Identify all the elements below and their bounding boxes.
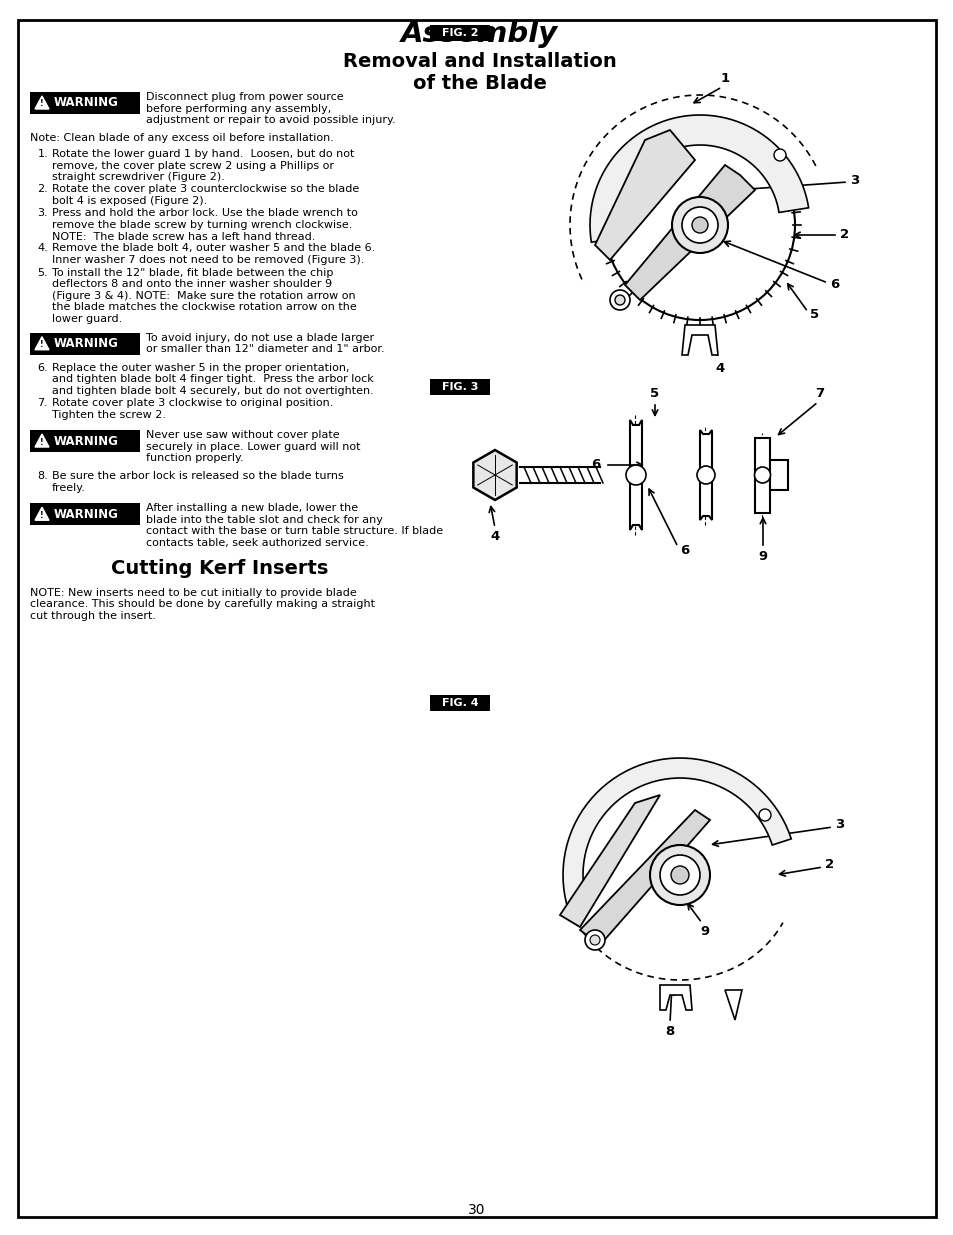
Polygon shape xyxy=(35,337,49,350)
Text: 4: 4 xyxy=(715,362,724,375)
Bar xyxy=(30,332,140,354)
Text: Note: Clean blade of any excess oil before installation.: Note: Clean blade of any excess oil befo… xyxy=(30,133,334,143)
Text: FIG. 4: FIG. 4 xyxy=(441,698,477,708)
Text: !: ! xyxy=(40,341,44,350)
Circle shape xyxy=(671,198,727,253)
Circle shape xyxy=(697,466,714,484)
Text: 7: 7 xyxy=(815,387,823,400)
Circle shape xyxy=(649,845,709,905)
Polygon shape xyxy=(473,450,517,500)
Bar xyxy=(430,695,490,711)
Circle shape xyxy=(681,207,718,243)
Circle shape xyxy=(670,866,688,884)
Text: After installing a new blade, lower the
blade into the table slot and check for : After installing a new blade, lower the … xyxy=(146,503,442,548)
Text: Press and hold the arbor lock. Use the blade wrench to
remove the blade screw by: Press and hold the arbor lock. Use the b… xyxy=(52,209,357,242)
Circle shape xyxy=(589,935,599,945)
Polygon shape xyxy=(629,420,641,530)
Text: 1.: 1. xyxy=(37,149,48,159)
Text: 2: 2 xyxy=(840,228,848,242)
Polygon shape xyxy=(559,795,659,927)
Bar xyxy=(430,25,490,41)
Circle shape xyxy=(691,217,707,233)
Circle shape xyxy=(754,467,770,483)
Text: NOTE: New inserts need to be cut initially to provide blade
clearance. This shou: NOTE: New inserts need to be cut initial… xyxy=(30,588,375,621)
Text: Remove the blade bolt 4, outer washer 5 and the blade 6.
Inner washer 7 does not: Remove the blade bolt 4, outer washer 5 … xyxy=(52,243,375,266)
Text: To avoid injury, do not use a blade larger
or smaller than 12" diameter and 1" a: To avoid injury, do not use a blade larg… xyxy=(146,332,384,354)
Text: 3.: 3. xyxy=(37,209,48,219)
Circle shape xyxy=(584,930,604,950)
Text: WARNING: WARNING xyxy=(54,96,119,110)
Text: !: ! xyxy=(40,437,44,447)
Polygon shape xyxy=(562,758,790,911)
Text: 2: 2 xyxy=(824,858,833,872)
Text: 5: 5 xyxy=(650,387,659,400)
Text: Replace the outer washer 5 in the proper orientation,
and tighten blade bolt 4 f: Replace the outer washer 5 in the proper… xyxy=(52,363,374,396)
Text: 2.: 2. xyxy=(37,184,48,194)
Text: 4.: 4. xyxy=(37,243,48,253)
Text: 5.: 5. xyxy=(37,268,48,278)
Polygon shape xyxy=(700,430,711,520)
Text: WARNING: WARNING xyxy=(54,508,119,521)
Text: Rotate cover plate 3 clockwise to original position.
Tighten the screw 2.: Rotate cover plate 3 clockwise to origin… xyxy=(52,398,333,420)
Bar xyxy=(30,503,140,525)
Text: 8.: 8. xyxy=(37,472,48,482)
Text: 7.: 7. xyxy=(37,398,48,408)
Text: WARNING: WARNING xyxy=(54,435,119,447)
Text: 6: 6 xyxy=(590,458,599,472)
Text: Be sure the arbor lock is released so the blade turns
freely.: Be sure the arbor lock is released so th… xyxy=(52,472,343,493)
Polygon shape xyxy=(724,990,741,1020)
Circle shape xyxy=(759,809,770,821)
Text: Disconnect plug from power source
before performing any assembly,
adjustment or : Disconnect plug from power source before… xyxy=(146,91,395,125)
Text: 9: 9 xyxy=(700,925,709,939)
Text: WARNING: WARNING xyxy=(54,337,119,351)
Polygon shape xyxy=(35,433,49,447)
Text: Rotate the lower guard 1 by hand.  Loosen, but do not
remove, the cover plate sc: Rotate the lower guard 1 by hand. Loosen… xyxy=(52,149,354,183)
Text: FIG. 2: FIG. 2 xyxy=(441,28,477,38)
Text: 6: 6 xyxy=(679,543,688,557)
Text: !: ! xyxy=(40,100,44,109)
Bar xyxy=(30,430,140,452)
Text: 4: 4 xyxy=(490,530,499,543)
Circle shape xyxy=(773,149,785,161)
Circle shape xyxy=(609,290,629,310)
Text: Rotate the cover plate 3 counterclockwise so the blade
bolt 4 is exposed (Figure: Rotate the cover plate 3 counterclockwis… xyxy=(52,184,359,206)
Text: Cutting Kerf Inserts: Cutting Kerf Inserts xyxy=(112,559,329,578)
Circle shape xyxy=(659,855,700,895)
Polygon shape xyxy=(35,508,49,520)
Text: 3: 3 xyxy=(849,173,859,186)
Bar xyxy=(30,91,140,114)
Circle shape xyxy=(625,466,645,485)
Text: !: ! xyxy=(40,511,44,520)
Text: Never use saw without cover plate
securely in place. Lower guard will not
functi: Never use saw without cover plate secure… xyxy=(146,430,360,463)
Polygon shape xyxy=(595,130,695,261)
Text: 1: 1 xyxy=(720,72,729,85)
Polygon shape xyxy=(659,986,691,1010)
Text: Removal and Installation
of the Blade: Removal and Installation of the Blade xyxy=(343,52,617,93)
Text: 6.: 6. xyxy=(37,363,48,373)
Text: Assembly: Assembly xyxy=(401,20,558,48)
Circle shape xyxy=(615,295,624,305)
Bar xyxy=(769,459,787,490)
Text: 9: 9 xyxy=(758,550,767,563)
Bar xyxy=(430,379,490,395)
Text: 5: 5 xyxy=(809,309,819,321)
Polygon shape xyxy=(35,96,49,109)
Bar xyxy=(754,437,769,513)
Polygon shape xyxy=(589,115,808,242)
Polygon shape xyxy=(579,810,709,945)
Text: 6: 6 xyxy=(829,279,839,291)
Polygon shape xyxy=(624,165,754,300)
Polygon shape xyxy=(681,325,718,354)
Text: FIG. 3: FIG. 3 xyxy=(441,382,477,391)
Text: 3: 3 xyxy=(834,819,843,831)
Text: To install the 12" blade, fit blade between the chip
deflectors 8 and onto the i: To install the 12" blade, fit blade betw… xyxy=(52,268,356,324)
Text: 30: 30 xyxy=(468,1203,485,1216)
Text: 8: 8 xyxy=(664,1025,674,1037)
